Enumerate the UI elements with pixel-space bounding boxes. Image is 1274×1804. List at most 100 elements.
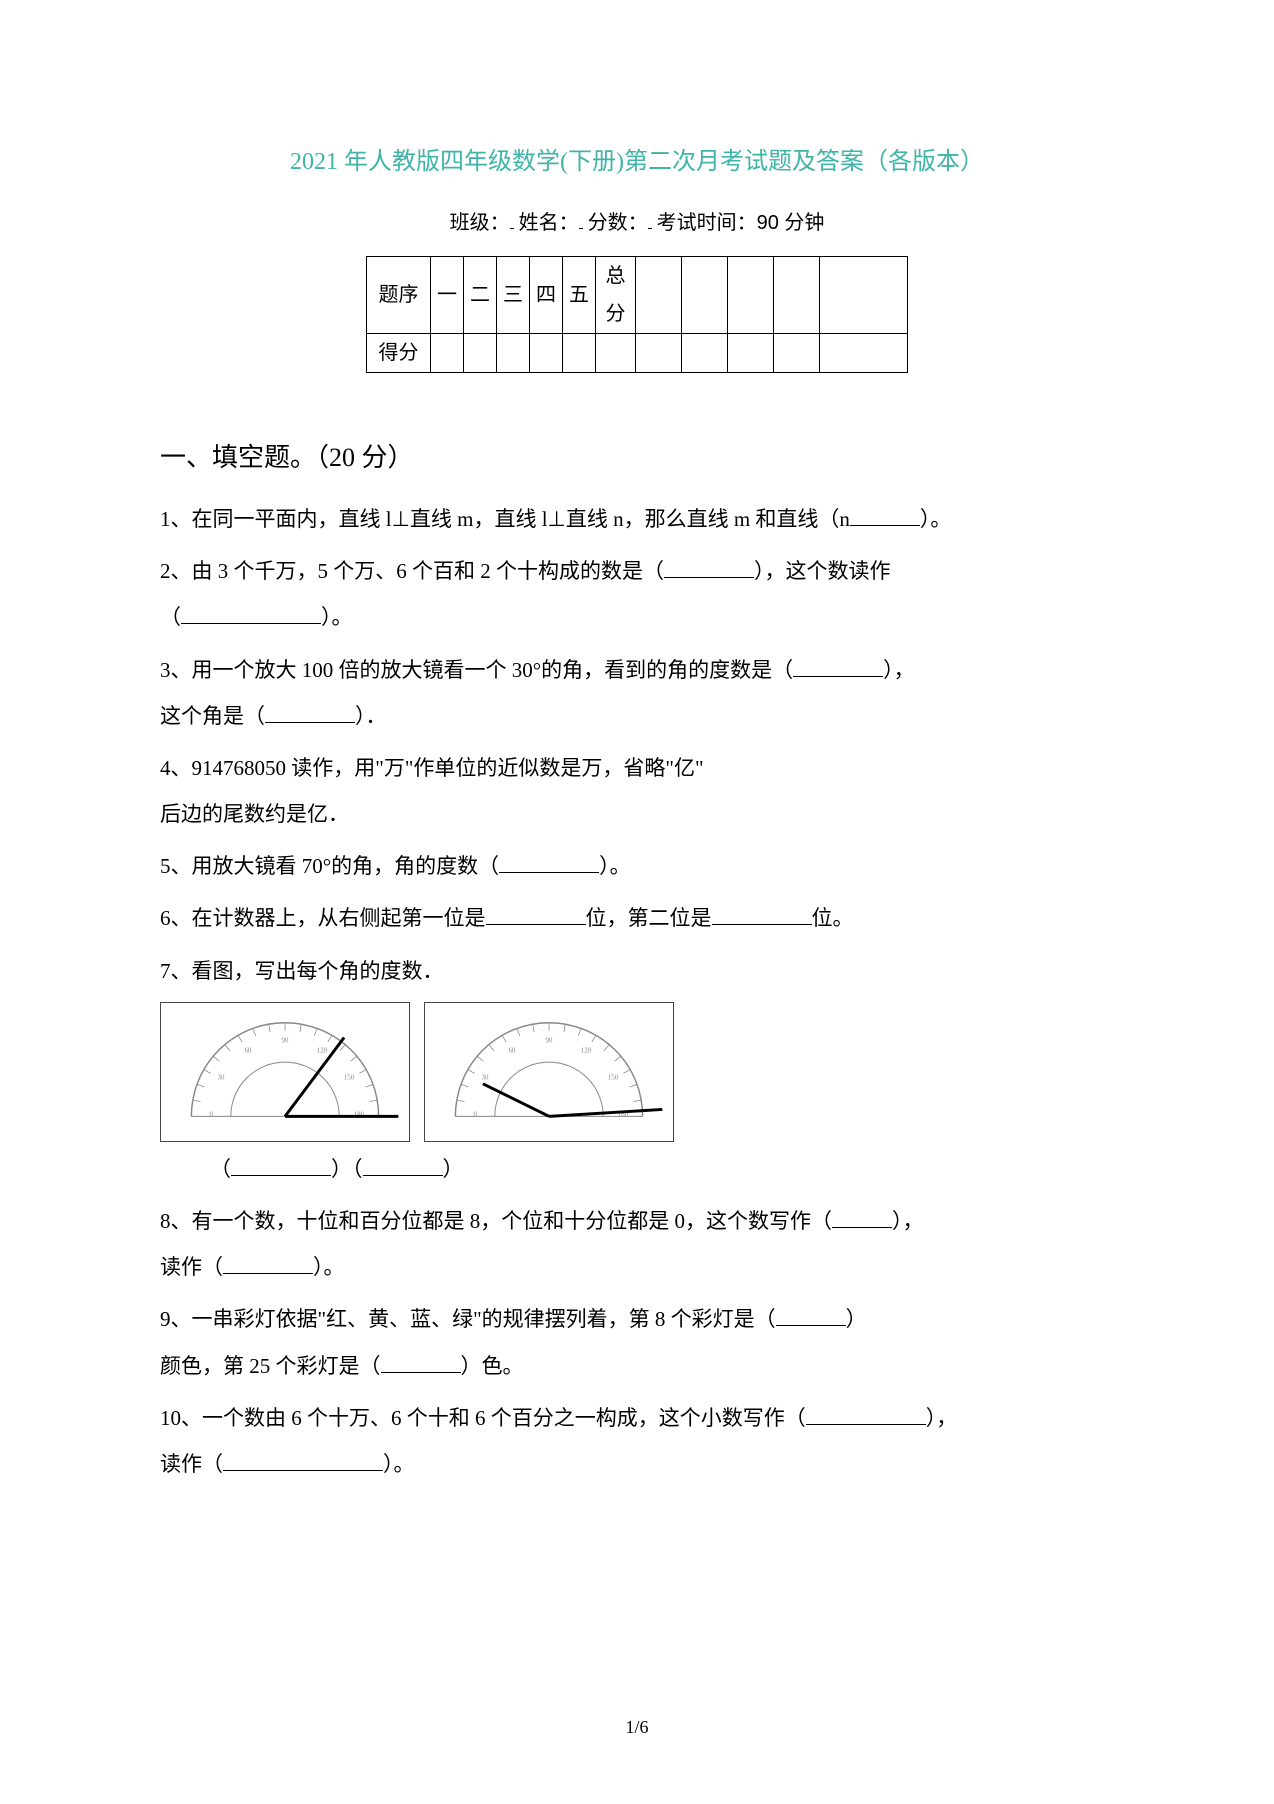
table-cell	[636, 256, 682, 333]
protractor-1: 0306090120150180	[160, 1002, 410, 1142]
blank	[381, 1352, 461, 1373]
table-cell	[682, 333, 728, 372]
blank	[712, 904, 812, 925]
question-9: 9、一串彩灯依据"红、黄、蓝、绿"的规律摆列着，第 8 个彩灯是（） 颜色，第 …	[160, 1296, 1114, 1388]
q10-text-a: 10、一个数由 6 个十万、6 个十和 6 个百分之一构成，这个小数写作（	[160, 1406, 806, 1430]
q3-text-c: 这个角是（	[160, 704, 265, 728]
table-cell	[596, 333, 636, 372]
q2-text-a: 2、由 3 个千万，5 个万、6 个百和 2 个十构成的数是（	[160, 559, 664, 583]
svg-text:60: 60	[245, 1047, 252, 1054]
table-cell	[636, 333, 682, 372]
svg-text:30: 30	[218, 1074, 225, 1081]
table-cell	[774, 333, 820, 372]
blank	[806, 1404, 926, 1425]
q1-text-b: ）。	[920, 507, 952, 531]
table-cell	[464, 333, 497, 372]
q8-text-d: ）。	[313, 1255, 345, 1279]
svg-text:90: 90	[282, 1037, 289, 1044]
q8-text-a: 8、有一个数，十位和百分位都是 8，个位和十分位都是 0，这个数写作（	[160, 1209, 832, 1233]
table-cell: 得分	[367, 333, 431, 372]
blank	[363, 1155, 443, 1176]
question-2: 2、由 3 个千万，5 个万、6 个百和 2 个十构成的数是（ ），这个数读作 （…	[160, 548, 1114, 640]
name-label: 姓名：	[519, 212, 579, 234]
paren-c: ）	[443, 1157, 464, 1181]
q6-text-a: 6、在计数器上，从右侧起第一位是	[160, 906, 486, 930]
table-row: 题序一二三四五总分	[367, 256, 908, 333]
blank	[231, 1155, 331, 1176]
q8-text-c: 读作（	[160, 1255, 223, 1279]
blank	[776, 1305, 846, 1326]
question-7-blanks: （ ）（ ）	[210, 1146, 1114, 1192]
paren-b: ）（	[331, 1157, 363, 1181]
section-1-heading: 一、填空题。（20 分）	[160, 433, 1114, 482]
class-label: 班级：	[450, 212, 510, 234]
q2-text-c: （	[160, 605, 181, 629]
blank	[793, 656, 883, 677]
svg-text:150: 150	[344, 1074, 355, 1081]
svg-text:30: 30	[482, 1074, 489, 1081]
question-3: 3、用一个放大 100 倍的放大镜看一个 30°的角，看到的角的度数是（ ）， 这…	[160, 647, 1114, 739]
svg-text:120: 120	[317, 1047, 328, 1054]
table-cell: 二	[464, 256, 497, 333]
q2-text-b: ），这个数读作	[754, 559, 891, 583]
table-cell	[728, 256, 774, 333]
table-cell	[431, 333, 464, 372]
q1-text-a: 1、在同一平面内，直线 l⊥直线 m，直线 l⊥直线 n，那么直线 m 和直线（…	[160, 507, 850, 531]
q2-text-d: ）。	[321, 605, 353, 629]
table-cell	[728, 333, 774, 372]
blank	[850, 505, 920, 526]
q9-text-c: 颜色，第 25 个彩灯是（	[160, 1354, 381, 1378]
table-cell	[530, 333, 563, 372]
question-4: 4、914768050 读作，用"万"作单位的近似数是万，省略"亿" 后边的尾数…	[160, 745, 1114, 837]
protractor-2: 0306090120150180	[424, 1002, 674, 1142]
q9-text-d: ）色。	[461, 1354, 524, 1378]
q5-text-b: ）。	[599, 854, 631, 878]
exam-title: 2021 年人教版四年级数学(下册)第二次月考试题及答案（各版本）	[160, 140, 1114, 186]
svg-text:120: 120	[581, 1047, 592, 1054]
question-7: 7、看图，写出每个角的度数．	[160, 948, 1114, 994]
q9-text-a: 9、一串彩灯依据"红、黄、蓝、绿"的规律摆列着，第 8 个彩灯是（	[160, 1307, 776, 1331]
svg-text:150: 150	[608, 1074, 619, 1081]
question-10: 10、一个数由 6 个十万、6 个十和 6 个百分之一构成，这个小数写作（）， …	[160, 1395, 1114, 1487]
table-cell	[820, 256, 908, 333]
table-cell: 三	[497, 256, 530, 333]
paren-a: （	[210, 1157, 231, 1181]
q3-text-b: ），	[883, 658, 915, 682]
table-cell	[497, 333, 530, 372]
page-number: 1/6	[0, 1710, 1274, 1744]
protractor-row: 0306090120150180 0306090120150180	[160, 1002, 1114, 1142]
table-cell: 五	[563, 256, 596, 333]
question-6: 6、在计数器上，从右侧起第一位是 位，第二位是 位。	[160, 895, 1114, 941]
svg-text:0: 0	[209, 1111, 213, 1118]
time-value: 90 分钟	[757, 212, 825, 234]
blank	[664, 557, 754, 578]
q3-text-a: 3、用一个放大 100 倍的放大镜看一个 30°的角，看到的角的度数是（	[160, 658, 793, 682]
q8-text-b: ），	[892, 1209, 924, 1233]
q10-text-b: ），	[926, 1406, 958, 1430]
time-label: 考试时间：	[657, 212, 757, 234]
blank	[181, 603, 321, 624]
table-cell	[820, 333, 908, 372]
question-8: 8、有一个数，十位和百分位都是 8，个位和十分位都是 0，这个数写作（ ）， 读作…	[160, 1198, 1114, 1290]
q7-text: 7、看图，写出每个角的度数．	[160, 959, 444, 983]
q3-text-d: ）．	[355, 704, 387, 728]
q4-line1: 4、914768050 读作，用"万"作单位的近似数是万，省略"亿"	[160, 756, 704, 780]
svg-text:90: 90	[546, 1037, 553, 1044]
svg-text:0: 0	[473, 1111, 477, 1118]
table-cell	[682, 256, 728, 333]
question-5: 5、用放大镜看 70°的角，角的度数（）。	[160, 843, 1114, 889]
q6-text-c: 位。	[812, 906, 854, 930]
blank	[265, 702, 355, 723]
table-cell: 四	[530, 256, 563, 333]
blank	[832, 1207, 892, 1228]
q10-text-d: ）。	[383, 1452, 415, 1476]
question-1: 1、在同一平面内，直线 l⊥直线 m，直线 l⊥直线 n，那么直线 m 和直线（…	[160, 496, 1114, 542]
q4-line2: 后边的尾数约是亿．	[160, 802, 349, 826]
svg-text:60: 60	[509, 1047, 516, 1054]
table-cell	[563, 333, 596, 372]
exam-subtitle: 班级： 姓名： 分数： 考试时间：90 分钟	[160, 204, 1114, 242]
table-cell: 一	[431, 256, 464, 333]
q6-text-b: 位，第二位是	[586, 906, 712, 930]
q10-text-c: 读作（	[160, 1452, 223, 1476]
table-cell: 题序	[367, 256, 431, 333]
